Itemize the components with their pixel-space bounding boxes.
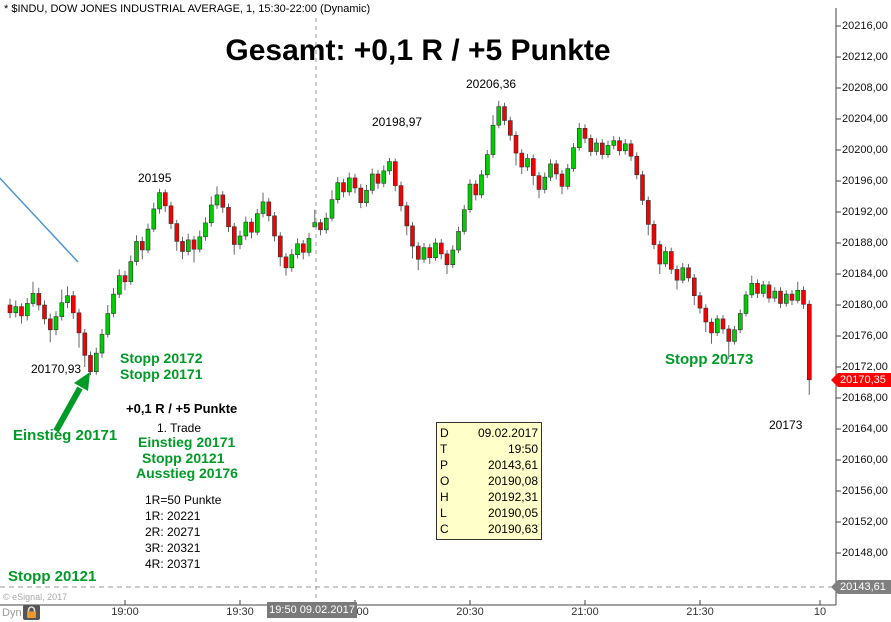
info-box-value: 19:50 <box>507 442 538 456</box>
time-axis-label: 10 <box>813 606 827 618</box>
price-axis-label: 20208,00 <box>842 82 888 94</box>
chart-annotation: Stopp 20172 <box>120 350 203 366</box>
price-axis-label: 20148,00 <box>842 547 888 559</box>
price-axis-label: 20180,00 <box>842 299 888 311</box>
marker-arrow-icon <box>831 373 838 387</box>
crosshair-time-marker: 19:50 09.02.2017 <box>267 602 357 618</box>
time-axis-label: 19:30 <box>226 606 254 618</box>
candlestick-series <box>7 100 812 395</box>
time-axis-label: 21:00 <box>571 606 599 618</box>
info-box-value: 20192,31 <box>487 490 538 504</box>
info-box-row: C 20190,63 <box>440 521 538 537</box>
info-box-row: O 20190,08 <box>440 473 538 489</box>
chart-annotation: 4R: 20371 <box>145 557 201 571</box>
copyright-text: © eSignal, 2017 <box>3 592 68 602</box>
price-axis-label: 20192,00 <box>842 206 888 218</box>
info-box-key: O <box>440 474 450 488</box>
chart-annotation: +0,1 R / +5 Punkte <box>126 401 238 416</box>
price-axis-label: 20188,00 <box>842 237 888 249</box>
chart-annotation: 2R: 20271 <box>145 525 201 539</box>
chart-annotation: 1R: 20221 <box>145 509 201 523</box>
info-box-row: D 09.02.2017 <box>440 425 538 441</box>
info-box-row: H 20192,31 <box>440 489 538 505</box>
info-box-row: P 20143,61 <box>440 457 538 473</box>
chart-annotation: 20173 <box>769 418 803 432</box>
crosshair-price-marker: 20143,61 <box>831 580 891 594</box>
info-box-value: 20190,63 <box>487 522 538 536</box>
chart-annotation: 20206,36 <box>466 77 517 91</box>
price-axis-label: 20212,00 <box>842 51 888 63</box>
time-axis-label: 21:30 <box>686 606 714 618</box>
price-axis-label: 20176,00 <box>842 330 888 342</box>
time-axis-label: 20:30 <box>456 606 484 618</box>
info-box-value: 20190,05 <box>487 506 538 520</box>
price-axis-label: 20168,00 <box>842 392 888 404</box>
price-axis-label: 20204,00 <box>842 113 888 125</box>
chart-annotation: Stopp 20121 <box>142 450 225 466</box>
chart-annotation: 20170,93 <box>31 362 82 376</box>
chart-annotation: Stopp 20171 <box>120 366 203 382</box>
info-box-key: H <box>440 490 449 504</box>
chart-annotation: 1. Trade <box>157 421 202 435</box>
chart-annotation: Einstieg 20171 <box>138 434 236 450</box>
price-axis-label: 20200,00 <box>842 144 888 156</box>
price-axis-label: 20160,00 <box>842 454 888 466</box>
chart-annotation: 3R: 20321 <box>145 541 201 555</box>
price-axis-label: 20196,00 <box>842 175 888 187</box>
price-axis-label: 20172,00 <box>842 361 888 373</box>
chart-annotation: 20195 <box>138 171 172 185</box>
info-box-key: C <box>440 522 449 536</box>
info-box-value: 20143,61 <box>487 458 538 472</box>
info-box-value: 09.02.2017 <box>477 426 538 440</box>
dyn-mode-label: Dyn <box>2 607 22 619</box>
info-box-key: D <box>440 426 449 440</box>
info-box-key: L <box>440 506 447 520</box>
data-info-box: D 09.02.2017 T 19:50 P 20143,61 O 20190,08 H 2019… <box>436 422 542 540</box>
info-box-key: T <box>440 442 448 456</box>
marker-arrow-icon <box>831 580 838 594</box>
info-box-row: T 19:50 <box>440 441 538 457</box>
price-axis-label: 20216,00 <box>842 20 888 32</box>
chart-annotation: Stopp 20173 <box>665 351 754 368</box>
price-axis-label: 20152,00 <box>842 516 888 528</box>
chart-annotation: 20198,97 <box>372 115 423 129</box>
entry-arrow <box>53 372 90 433</box>
chart-title: Gesamt: +0,1 R / +5 Punkte <box>225 34 611 67</box>
window-title: * $INDU, DOW JONES INDUSTRIAL AVERAGE, 1… <box>4 3 371 15</box>
price-axis-label: 20184,00 <box>842 268 888 280</box>
last-price-marker: 20170,35 <box>831 373 891 387</box>
chart-annotation: 1R=50 Punkte <box>145 493 222 507</box>
info-box-row: L 20190,05 <box>440 505 538 521</box>
chart-annotation: Einstieg 20171 <box>13 427 118 444</box>
chart-annotation: Stopp 20121 <box>8 568 97 585</box>
time-axis-label: 19:00 <box>111 606 139 618</box>
info-box-key: P <box>440 458 449 472</box>
price-axis-label: 20156,00 <box>842 485 888 497</box>
info-box-value: 20190,08 <box>487 474 538 488</box>
trendline[interactable] <box>0 174 79 263</box>
lock-icon[interactable] <box>23 605 40 620</box>
price-axis-label: 20164,00 <box>842 423 888 435</box>
chart-annotation: Ausstieg 20176 <box>136 465 238 481</box>
